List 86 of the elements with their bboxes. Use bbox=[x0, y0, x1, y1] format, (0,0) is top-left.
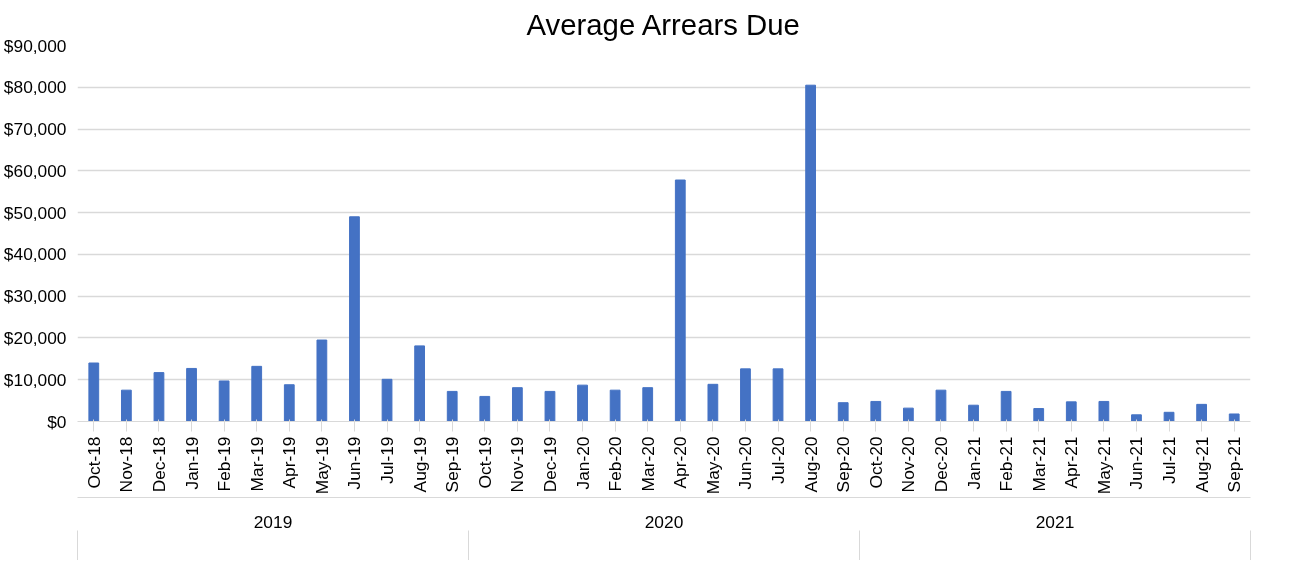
bar bbox=[446, 390, 458, 422]
x-tick-label: Jul-20 bbox=[768, 436, 789, 484]
bar bbox=[609, 389, 621, 422]
bar bbox=[935, 389, 947, 422]
bar bbox=[186, 367, 197, 422]
bar bbox=[642, 387, 654, 422]
bar bbox=[349, 216, 360, 422]
y-tick-label: $90,000 bbox=[3, 35, 67, 56]
x-tick-label: Nov-18 bbox=[116, 436, 137, 493]
bar bbox=[251, 365, 263, 422]
x-tick-label: Mar-19 bbox=[246, 436, 267, 492]
x-tick-label: Jan-19 bbox=[181, 436, 202, 490]
x-tick-label: May-21 bbox=[1093, 436, 1114, 495]
x-tick-label: Feb-21 bbox=[996, 436, 1017, 492]
bar bbox=[153, 372, 165, 422]
bar bbox=[837, 402, 849, 422]
x-tick-label: Jan-21 bbox=[963, 436, 984, 490]
y-tick-label: $50,000 bbox=[3, 202, 67, 223]
x-tick-label: Aug-21 bbox=[1191, 436, 1212, 493]
x-tick-label: May-19 bbox=[311, 436, 332, 495]
bar bbox=[1000, 390, 1012, 422]
bar bbox=[1228, 413, 1240, 422]
bar bbox=[740, 368, 751, 422]
bar bbox=[870, 400, 882, 422]
x-tick-label: Dec-20 bbox=[930, 436, 951, 493]
y-tick-label: $80,000 bbox=[3, 77, 67, 98]
x-tick-label: Oct-19 bbox=[474, 436, 495, 489]
text: 2021 bbox=[1035, 511, 1075, 532]
bar bbox=[1033, 408, 1045, 422]
bar bbox=[414, 345, 426, 422]
x-tick-label: May-20 bbox=[702, 436, 723, 495]
bar bbox=[88, 362, 100, 422]
x-tick-label: Sep-21 bbox=[1224, 436, 1245, 493]
x-tick-label: Sep-20 bbox=[833, 436, 854, 493]
bar bbox=[707, 383, 719, 422]
y-tick-label: $10,000 bbox=[3, 369, 67, 390]
bar bbox=[772, 368, 784, 422]
x-tick-label: Jan-20 bbox=[572, 436, 593, 490]
x-tick-label: Oct-20 bbox=[865, 436, 886, 489]
x-tick-label: Jul-21 bbox=[1159, 436, 1180, 484]
bar bbox=[120, 389, 132, 422]
bar bbox=[381, 378, 393, 422]
bar bbox=[511, 387, 523, 422]
bar bbox=[544, 390, 556, 422]
x-tick-label: Jun-21 bbox=[1126, 436, 1147, 490]
bar bbox=[577, 384, 588, 422]
y-tick-label: $0 bbox=[47, 411, 67, 432]
x-tick-label: Aug-20 bbox=[800, 436, 821, 493]
x-tick-label: Nov-19 bbox=[507, 436, 528, 493]
x-tick-label: Feb-19 bbox=[214, 436, 235, 492]
bar bbox=[902, 407, 914, 422]
x-tick-label: Jun-20 bbox=[735, 436, 756, 490]
x-tick-label: Oct-18 bbox=[83, 436, 104, 489]
x-tick-label: Nov-20 bbox=[898, 436, 919, 493]
x-tick-label: Dec-19 bbox=[539, 436, 560, 493]
bar bbox=[1065, 401, 1077, 422]
bar bbox=[805, 84, 817, 422]
chart-title: Average Arrears Due bbox=[526, 7, 800, 41]
x-tick-label: Mar-21 bbox=[1028, 436, 1049, 492]
x-tick-label: Jul-19 bbox=[377, 436, 398, 484]
bar bbox=[479, 395, 491, 422]
bar bbox=[1098, 400, 1110, 422]
y-tick-label: $30,000 bbox=[3, 286, 67, 307]
bar bbox=[1163, 411, 1175, 422]
x-tick-label: Apr-19 bbox=[279, 436, 300, 489]
y-tick-label: $60,000 bbox=[3, 160, 67, 181]
bar bbox=[1131, 414, 1142, 422]
text: 2020 bbox=[644, 511, 684, 532]
bar bbox=[218, 380, 230, 422]
bar bbox=[674, 179, 686, 422]
x-tick-label: Dec-18 bbox=[148, 436, 169, 493]
text: 2019 bbox=[253, 511, 293, 532]
bar bbox=[283, 384, 295, 422]
bar bbox=[1196, 403, 1208, 422]
x-tick-label: Jun-19 bbox=[344, 436, 365, 490]
x-tick-label: Apr-20 bbox=[670, 436, 691, 489]
y-tick-label: $20,000 bbox=[3, 327, 67, 348]
y-tick-label: $70,000 bbox=[3, 119, 67, 140]
x-tick-label: Sep-19 bbox=[442, 436, 463, 493]
x-tick-label: Apr-21 bbox=[1061, 436, 1082, 489]
x-tick-label: Mar-20 bbox=[637, 436, 658, 492]
x-tick-label: Feb-20 bbox=[605, 436, 626, 492]
bar bbox=[968, 404, 979, 422]
x-tick-label: Aug-19 bbox=[409, 436, 430, 493]
y-tick-label: $40,000 bbox=[3, 244, 67, 265]
bar bbox=[316, 339, 328, 422]
